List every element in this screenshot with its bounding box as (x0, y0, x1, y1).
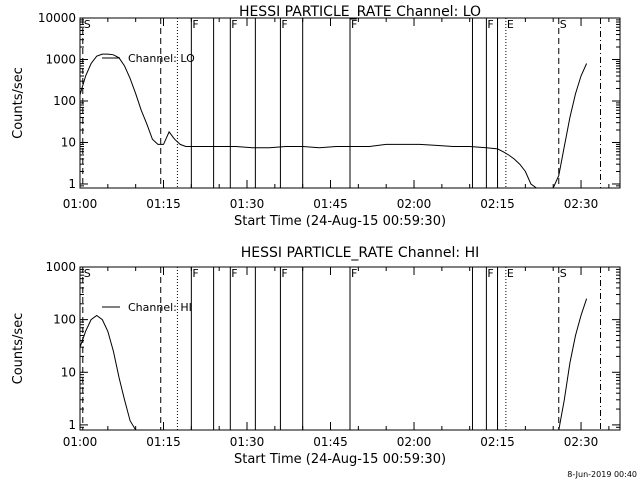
event-marker-label: F (192, 267, 198, 280)
lo-channel-panel: HESSI PARTICLE_RATE Channel: LO 1 10 100 100… (11, 4, 621, 229)
event-marker-label: F (281, 18, 287, 31)
x-tick-label: 02:00 (397, 197, 432, 211)
hi-channel-panel: HESSI PARTICLE_RATE Channel: HI 1 10 100 100… (11, 245, 621, 467)
x-tick-label: 01:45 (313, 435, 348, 449)
x-axis-label: Start Time (24-Aug-15 00:59:30) (234, 452, 446, 467)
x-tick-label: 01:15 (146, 197, 181, 211)
x-tick-label: 02:30 (564, 197, 599, 211)
event-marker-label: F (351, 267, 357, 280)
event-marker-label: F (231, 267, 237, 280)
event-marker-label: S (84, 18, 91, 31)
legend-label: Channel: LO (128, 52, 195, 65)
series-line (79, 298, 588, 431)
series-line (79, 53, 588, 189)
y-tick-label: 100 (53, 313, 76, 327)
event-marker-label: F (351, 18, 357, 31)
event-marker-label: F (487, 267, 493, 280)
y-tick-label: 10 (61, 135, 76, 149)
x-tick-label: 01:00 (63, 197, 98, 211)
y-tick-label: 1000 (45, 52, 76, 66)
x-tick-label: 01:00 (63, 435, 98, 449)
x-tick-label: 02:15 (480, 197, 515, 211)
event-marker-label: F (487, 18, 493, 31)
y-tick-label: 1 (68, 418, 76, 432)
chart-title: HESSI PARTICLE_RATE Channel: HI (241, 245, 479, 261)
event-marker-label: F (281, 267, 287, 280)
y-tick-label: 10 (61, 365, 76, 379)
y-tick-label: 100 (53, 94, 76, 108)
x-tick-label: 01:30 (230, 197, 265, 211)
event-marker-label: F (192, 18, 198, 31)
x-tick-label: 02:30 (564, 435, 599, 449)
y-axis-label: Counts/sec (11, 313, 26, 385)
y-tick-label: 1000 (45, 260, 76, 274)
event-marker-label: S (560, 18, 567, 31)
x-axis-label: Start Time (24-Aug-15 00:59:30) (234, 214, 446, 229)
x-tick-label: 01:45 (313, 197, 348, 211)
y-tick-label: 10000 (38, 11, 76, 25)
event-marker-label: F (231, 18, 237, 31)
x-tick-label: 02:15 (480, 435, 515, 449)
footer-stamp: 8-Jun-2019 00:40 (567, 470, 637, 479)
x-tick-label: 01:30 (230, 435, 265, 449)
legend-label: Channel: HI (128, 301, 192, 314)
event-marker-label: S (84, 267, 91, 280)
y-tick-label: 1 (68, 177, 76, 191)
x-tick-label: 02:00 (397, 435, 432, 449)
x-tick-label: 01:15 (146, 435, 181, 449)
event-marker-label: S (560, 267, 567, 280)
event-marker-label: E (507, 18, 514, 31)
chart-title: HESSI PARTICLE_RATE Channel: LO (239, 4, 481, 20)
event-marker-label: E (507, 267, 514, 280)
y-axis-label: Counts/sec (11, 67, 26, 139)
